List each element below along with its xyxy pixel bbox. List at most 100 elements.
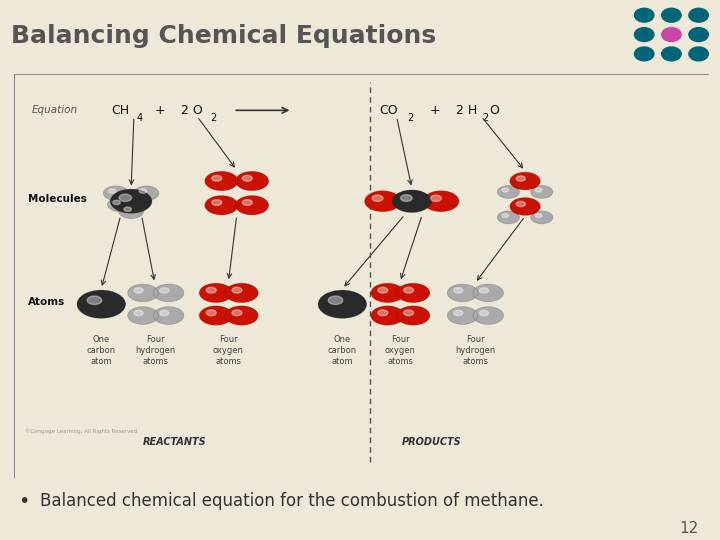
Circle shape [535, 188, 542, 192]
Text: Equation: Equation [32, 105, 78, 116]
Circle shape [225, 306, 258, 325]
Circle shape [480, 310, 489, 316]
Circle shape [634, 28, 654, 42]
Circle shape [328, 296, 343, 305]
Circle shape [199, 306, 233, 325]
Circle shape [689, 47, 708, 61]
Text: PRODUCTS: PRODUCTS [402, 436, 461, 447]
Circle shape [634, 47, 654, 61]
Text: Four
oxygen
atoms: Four oxygen atoms [384, 334, 415, 366]
Text: •: • [18, 492, 30, 511]
Circle shape [431, 195, 441, 201]
Circle shape [199, 283, 233, 302]
Circle shape [134, 310, 143, 316]
Text: 2 H: 2 H [456, 104, 477, 117]
Circle shape [498, 211, 520, 224]
Circle shape [110, 189, 152, 213]
Circle shape [662, 8, 681, 22]
Text: +: + [155, 104, 166, 117]
Circle shape [212, 176, 222, 181]
Circle shape [454, 288, 463, 293]
Circle shape [454, 310, 463, 316]
Text: 2: 2 [482, 113, 488, 123]
Circle shape [400, 194, 413, 201]
Circle shape [364, 191, 401, 212]
Text: Molecules: Molecules [28, 194, 87, 204]
Text: 4: 4 [137, 113, 143, 123]
Circle shape [204, 195, 238, 215]
Circle shape [447, 307, 478, 325]
Circle shape [498, 185, 520, 198]
Circle shape [689, 8, 708, 22]
Text: CH: CH [112, 104, 130, 117]
Circle shape [423, 191, 459, 212]
Circle shape [153, 284, 184, 302]
Circle shape [160, 288, 169, 293]
Text: Four
hydrogen
atoms: Four hydrogen atoms [455, 334, 495, 366]
Circle shape [447, 284, 478, 302]
Text: 2: 2 [210, 113, 217, 123]
Circle shape [206, 310, 216, 316]
Text: REACTANTS: REACTANTS [143, 436, 206, 447]
Text: One
carbon
atom: One carbon atom [328, 334, 357, 366]
Circle shape [403, 287, 413, 293]
Circle shape [689, 28, 708, 42]
Text: CO: CO [379, 104, 397, 117]
Circle shape [378, 287, 388, 293]
Circle shape [107, 197, 132, 212]
Text: 2 O: 2 O [181, 104, 203, 117]
Circle shape [113, 200, 120, 205]
Circle shape [235, 171, 269, 191]
Circle shape [204, 171, 238, 191]
Circle shape [502, 188, 508, 192]
Circle shape [372, 195, 383, 201]
Circle shape [87, 296, 102, 305]
Circle shape [153, 307, 184, 325]
Circle shape [109, 189, 116, 193]
Circle shape [510, 198, 541, 215]
Circle shape [124, 207, 131, 212]
Circle shape [480, 288, 489, 293]
Circle shape [531, 185, 553, 198]
Circle shape [119, 194, 132, 201]
Text: 2: 2 [408, 113, 414, 123]
Circle shape [139, 189, 147, 193]
Circle shape [134, 288, 143, 293]
Circle shape [397, 283, 430, 302]
Circle shape [232, 287, 242, 293]
Circle shape [502, 214, 508, 218]
Circle shape [77, 290, 125, 319]
Circle shape [634, 8, 654, 22]
Circle shape [243, 200, 252, 205]
Circle shape [662, 47, 681, 61]
Text: O: O [490, 104, 500, 117]
Circle shape [403, 310, 413, 316]
Circle shape [127, 284, 158, 302]
Circle shape [243, 176, 252, 181]
Text: ©Cengage Learning, All Rights Reserved: ©Cengage Learning, All Rights Reserved [24, 429, 137, 434]
Circle shape [235, 195, 269, 215]
Circle shape [516, 201, 526, 207]
Circle shape [160, 310, 169, 316]
Text: Four
oxygen
atoms: Four oxygen atoms [213, 334, 244, 366]
Text: +: + [429, 104, 440, 117]
Text: One
carbon
atom: One carbon atom [86, 334, 116, 366]
Text: Balancing Chemical Equations: Balancing Chemical Equations [12, 24, 436, 48]
Circle shape [392, 190, 431, 213]
Circle shape [371, 306, 404, 325]
Circle shape [535, 214, 542, 218]
Circle shape [371, 283, 404, 302]
Circle shape [119, 204, 143, 219]
Circle shape [397, 306, 430, 325]
Circle shape [510, 172, 541, 190]
Circle shape [516, 176, 526, 181]
Circle shape [206, 287, 216, 293]
Text: Atoms: Atoms [28, 297, 66, 307]
Circle shape [104, 186, 128, 200]
Text: Balanced chemical equation for the combustion of methane.: Balanced chemical equation for the combu… [40, 492, 544, 510]
Circle shape [127, 307, 158, 325]
Circle shape [318, 290, 366, 319]
Circle shape [378, 310, 388, 316]
Circle shape [473, 284, 503, 302]
Circle shape [212, 200, 222, 205]
